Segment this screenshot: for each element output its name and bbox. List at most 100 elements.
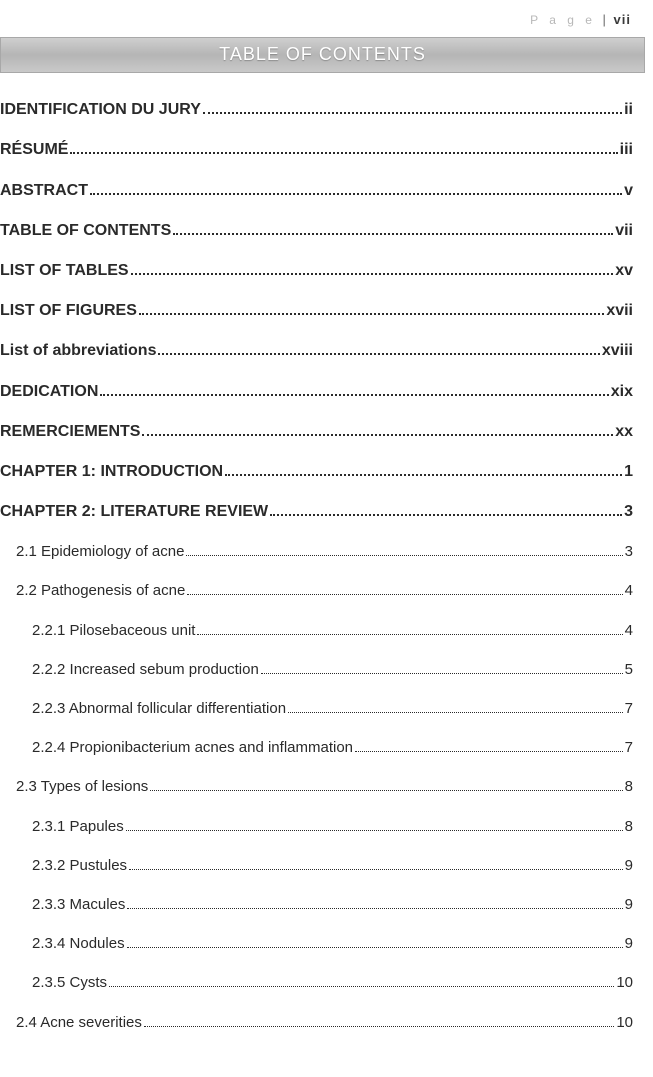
dot-leader [129,855,623,870]
dot-leader [261,659,623,674]
toc-row: 2.3 Types of lesions 8 [0,776,633,795]
toc-page-number: 3 [624,503,633,521]
toc-row: 2.3.3 Macules 9 [0,894,633,913]
toc-row: LIST OF TABLES xv [0,260,633,280]
dot-leader [355,737,623,752]
toc-row: 2.3.2 Pustules 9 [0,855,633,874]
page-header: P a g e | vii [0,12,645,27]
toc-label: 2.2.4 Propionibacterium acnes and inflam… [32,739,353,756]
dot-leader [131,260,614,275]
toc-row: CHAPTER 1: INTRODUCTION 1 [0,461,633,481]
toc-label: TABLE OF CONTENTS [0,222,171,240]
toc-page-number: xviii [602,342,633,360]
toc-page-number: xx [615,423,633,441]
toc-label: CHAPTER 1: INTRODUCTION [0,463,223,481]
toc-row: 2.2.2 Increased sebum production 5 [0,659,633,678]
toc-page-number: 10 [616,1014,633,1031]
toc-row: LIST OF FIGURES xvii [0,300,633,320]
toc-row: DEDICATION xix [0,380,633,400]
header-word-page: P a g e [530,13,596,27]
toc-label: CHAPTER 2: LITERATURE REVIEW [0,503,268,521]
toc-label: 2.3.4 Nodules [32,935,125,952]
toc-page-number: 9 [625,857,633,874]
toc-page-number: ii [624,101,633,119]
dot-leader [126,815,623,830]
dot-leader [109,972,614,987]
dot-leader [186,541,622,556]
toc-label: ABSTRACT [0,182,88,200]
dot-leader [127,894,622,909]
toc-page-number: 4 [625,582,633,599]
toc-page-number: xvii [606,302,633,320]
toc-page-number: v [624,182,633,200]
toc-list: IDENTIFICATION DU JURY ii RÉSUMÉ iii ABSTRAC… [0,99,645,1031]
toc-page-number: xix [611,383,633,401]
toc-row: 2.2 Pathogenesis of acne 4 [0,580,633,599]
toc-row: RÉSUMÉ iii [0,139,633,159]
toc-row: ABSTRACT v [0,179,633,199]
toc-label: REMERCIEMENTS [0,423,140,441]
toc-label: 2.1 Epidemiology of acne [16,543,184,560]
toc-page-number: 9 [625,935,633,952]
toc-label: 2.3.5 Cysts [32,974,107,991]
dot-leader [142,421,613,436]
toc-page-number: 3 [625,543,633,560]
toc-page-number: 9 [625,896,633,913]
toc-page-number: 8 [625,818,633,835]
toc-label: LIST OF FIGURES [0,302,137,320]
dot-leader [144,1011,614,1026]
toc-row: 2.3.1 Papules 8 [0,815,633,834]
toc-row: 2.4 Acne severities 10 [0,1011,633,1030]
dot-leader [270,501,622,516]
header-page-number: vii [614,12,631,27]
toc-label: 2.3.2 Pustules [32,857,127,874]
dot-leader [203,99,622,114]
dot-leader [150,776,622,791]
toc-row: REMERCIEMENTS xx [0,421,633,441]
toc-row: CHAPTER 2: LITERATURE REVIEW 3 [0,501,633,521]
toc-label: IDENTIFICATION DU JURY [0,101,201,119]
toc-row: TABLE OF CONTENTS vii [0,220,633,240]
toc-label: 2.3.3 Macules [32,896,125,913]
toc-label: 2.2.2 Increased sebum production [32,661,259,678]
dot-leader [127,933,623,948]
toc-page-number: vii [615,222,633,240]
dot-leader [100,380,608,395]
toc-label: 2.4 Acne severities [16,1014,142,1031]
dot-leader [288,698,623,713]
toc-banner: TABLE OF CONTENTS [0,37,645,73]
toc-label: List of abbreviations [0,342,156,360]
toc-label: DEDICATION [0,383,98,401]
dot-leader [187,580,622,595]
toc-label: 2.3 Types of lesions [16,778,148,795]
toc-page-number: 1 [624,463,633,481]
toc-label: 2.2.1 Pilosebaceous unit [32,622,195,639]
toc-row: 2.2.1 Pilosebaceous unit 4 [0,619,633,638]
dot-leader [70,139,617,154]
header-bar: | [603,12,607,27]
toc-page-number: iii [620,141,633,159]
toc-label: LIST OF TABLES [0,262,129,280]
toc-page-number: 7 [625,739,633,756]
toc-page-number: 5 [625,661,633,678]
toc-row: 2.3.4 Nodules 9 [0,933,633,952]
toc-label: 2.2.3 Abnormal follicular differentiatio… [32,700,286,717]
toc-row: 2.1 Epidemiology of acne 3 [0,541,633,560]
dot-leader [139,300,604,315]
toc-row: IDENTIFICATION DU JURY ii [0,99,633,119]
toc-label: 2.2 Pathogenesis of acne [16,582,185,599]
toc-page-number: 10 [616,974,633,991]
dot-leader [158,340,599,355]
toc-row: 2.2.3 Abnormal follicular differentiatio… [0,698,633,717]
toc-page-number: 8 [625,778,633,795]
dot-leader [90,179,622,194]
toc-page-number: 7 [625,700,633,717]
toc-row: 2.2.4 Propionibacterium acnes and inflam… [0,737,633,756]
toc-page-number: 4 [625,622,633,639]
toc-label: RÉSUMÉ [0,141,68,159]
dot-leader [225,461,622,476]
toc-page-number: xv [615,262,633,280]
dot-leader [197,619,622,634]
toc-row: List of abbreviations xviii [0,340,633,360]
toc-label: 2.3.1 Papules [32,818,124,835]
